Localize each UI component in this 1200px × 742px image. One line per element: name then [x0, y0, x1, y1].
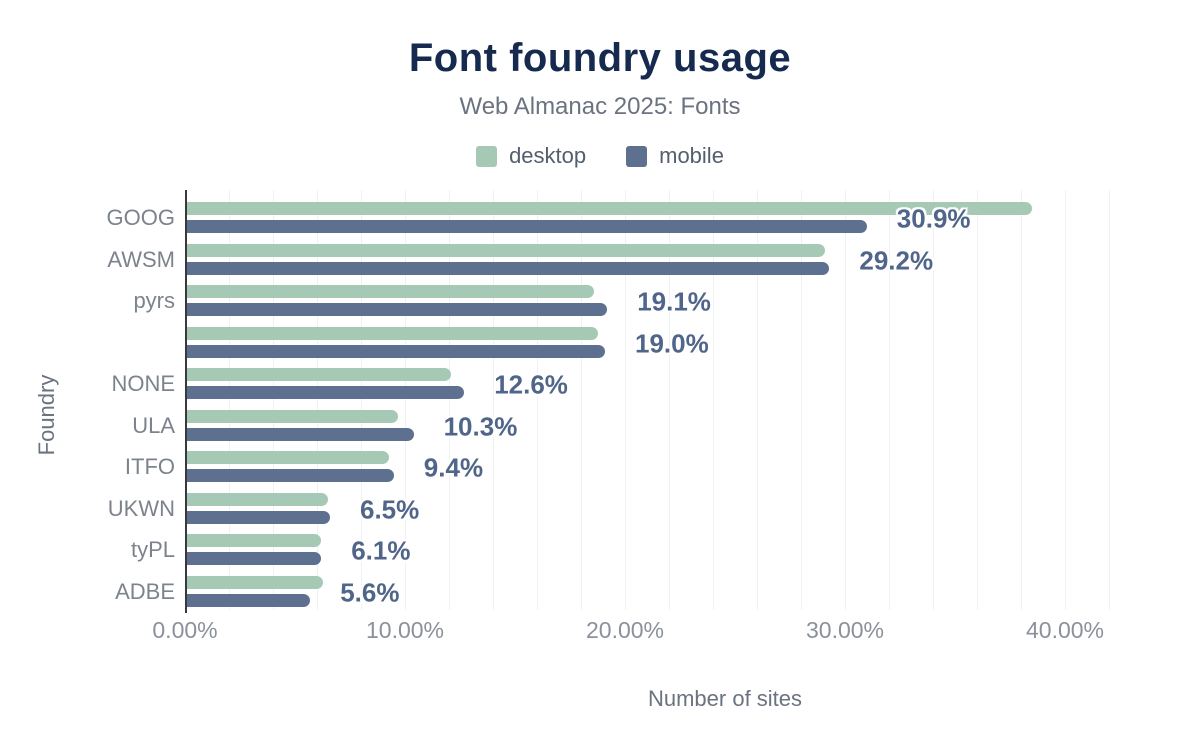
bar-row-GOOG: GOOG 30.9%: [107, 197, 1130, 239]
gridline: [405, 190, 406, 610]
bar-mobile-tyPL: [187, 552, 322, 565]
data-label: 30.9%: [896, 203, 971, 234]
category-label: UKWN: [107, 495, 175, 521]
gridline: [317, 190, 318, 610]
bar-desktop-ADBE: [187, 575, 324, 589]
category-label: ADBE: [115, 578, 175, 604]
bar-desktop-blank: [187, 326, 599, 340]
bar-mobile-pyrs: [187, 303, 608, 316]
x-tick-label: 0.00%: [152, 617, 218, 643]
x-tick-label: 20.00%: [585, 617, 665, 643]
gridline: [581, 190, 582, 610]
category-label: GOOG: [106, 205, 175, 230]
bar-desktop-pyrs: [187, 285, 594, 298]
bar-mobile-ULA: [187, 427, 414, 441]
bar-row-ULA: ULA 10.3%: [132, 405, 1130, 447]
gridline: [361, 190, 362, 610]
gridline: [1021, 190, 1022, 610]
legend: desktop mobile: [0, 143, 1200, 169]
chart-title: Font foundry usage: [408, 36, 792, 80]
bar-desktop-AWSM: [187, 243, 825, 257]
data-label: 10.3%: [443, 411, 518, 441]
gridline: [1109, 190, 1110, 610]
gridline: [757, 190, 758, 610]
legend-swatch-mobile: [626, 145, 648, 167]
gridline: [801, 190, 802, 610]
gridline: [537, 190, 538, 610]
bar-mobile-ITFO: [187, 469, 394, 482]
plot-area: GOOG 30.9% AWSM 29.2% pyrs 19.1% 19.0% NONE 12.6…: [107, 190, 1130, 613]
x-tick-label: 10.00%: [365, 617, 445, 643]
category-label: ULA: [132, 412, 175, 438]
x-axis-title: Number of sites: [647, 686, 803, 711]
bar-row-pyrs: pyrs 19.1%: [133, 280, 1130, 322]
category-label: tyPL: [130, 537, 175, 562]
bar-mobile-ADBE: [187, 593, 311, 607]
x-tick-label: 30.00%: [805, 617, 885, 643]
bar-mobile-NONE: [187, 386, 465, 399]
bar-row-AWSM: AWSM 29.2%: [107, 239, 1130, 281]
bar-row-ITFO: ITFO 9.4%: [125, 446, 1130, 488]
legend-swatch-desktop: [476, 145, 498, 167]
bar-desktop-GOOG: [187, 202, 1032, 215]
data-label: 19.0%: [635, 328, 709, 358]
bar-mobile-AWSM: [187, 261, 830, 275]
chart-subtitle: Web Almanac 2025: Fonts: [459, 93, 741, 120]
gridline: [933, 190, 934, 610]
bar-rows: GOOG 30.9% AWSM 29.2% pyrs 19.1% 19.0% NONE 12.6…: [107, 197, 1130, 613]
data-label: 29.2%: [859, 245, 934, 275]
category-label: NONE: [111, 371, 175, 396]
x-axis-ticks: 0.00% 10.00% 20.00% 30.00% 40.00%: [152, 617, 1130, 645]
category-label: ITFO: [124, 454, 175, 479]
x-tick-label: 40.00%: [1025, 617, 1105, 643]
gridline: [229, 190, 230, 610]
gridline: [273, 190, 274, 610]
gridline: [625, 190, 626, 610]
bar-mobile-GOOG: [187, 220, 867, 233]
bar-desktop-tyPL: [187, 534, 322, 547]
category-label: AWSM: [107, 246, 175, 272]
bar-row-ADBE: ADBE 5.6%: [115, 571, 1130, 613]
bar-mobile-UKWN: [187, 510, 330, 524]
category-label: pyrs: [133, 288, 175, 313]
bar-desktop-NONE: [187, 368, 451, 381]
gridline: [977, 190, 978, 610]
gridline: [1065, 190, 1066, 610]
bar-row-blank: 19.0%: [187, 322, 1130, 364]
data-label: 6.5%: [360, 494, 420, 524]
y-axis-title: Foundry: [34, 374, 59, 456]
data-label: 5.6%: [340, 577, 400, 607]
legend-label-mobile: mobile: [659, 143, 724, 168]
legend-label-desktop: desktop: [509, 143, 587, 168]
y-axis-line: [185, 190, 187, 613]
gridline: [713, 190, 714, 610]
gridline: [449, 190, 450, 610]
bar-desktop-UKWN: [187, 492, 328, 506]
bar-row-tyPL: tyPL 6.1%: [131, 529, 1130, 571]
gridline: [493, 190, 494, 610]
gridline: [889, 190, 890, 610]
legend-item-desktop[interactable]: desktop: [476, 143, 586, 169]
bar-desktop-ITFO: [187, 451, 390, 464]
data-label: 19.1%: [637, 286, 711, 317]
gridline: [845, 190, 846, 610]
bar-desktop-ULA: [187, 409, 399, 423]
data-label: 12.6%: [494, 369, 568, 400]
legend-item-mobile[interactable]: mobile: [626, 143, 724, 169]
bar-row-UKWN: UKWN 6.5%: [108, 488, 1130, 530]
bar-mobile-blank: [187, 344, 605, 358]
data-label: 6.1%: [351, 535, 411, 566]
gridline: [669, 190, 670, 610]
data-label: 9.4%: [423, 452, 484, 483]
bar-row-NONE: NONE 12.6%: [111, 363, 1130, 405]
